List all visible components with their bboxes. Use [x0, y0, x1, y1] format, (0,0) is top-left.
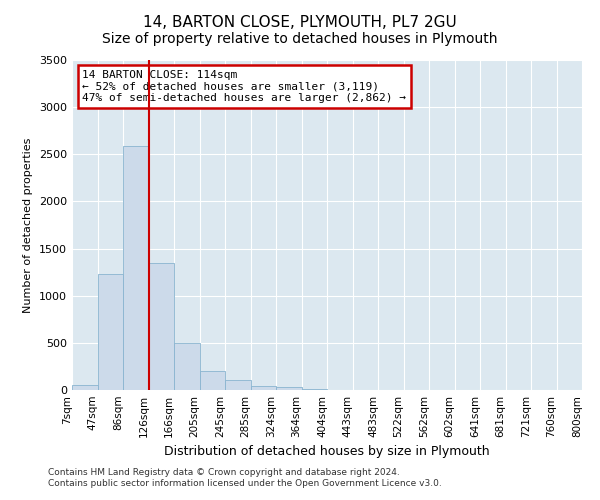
Bar	[199, 371, 225, 390]
Bar	[97, 274, 123, 390]
Y-axis label: Number of detached properties: Number of detached properties	[23, 138, 34, 312]
Text: Contains HM Land Registry data © Crown copyright and database right 2024.
Contai: Contains HM Land Registry data © Crown c…	[48, 468, 442, 487]
Bar	[149, 262, 174, 390]
Bar	[123, 146, 149, 390]
Text: 14, BARTON CLOSE, PLYMOUTH, PL7 2GU: 14, BARTON CLOSE, PLYMOUTH, PL7 2GU	[143, 15, 457, 30]
Bar	[72, 386, 97, 390]
Bar	[251, 386, 276, 390]
X-axis label: Distribution of detached houses by size in Plymouth: Distribution of detached houses by size …	[164, 446, 490, 458]
Text: Size of property relative to detached houses in Plymouth: Size of property relative to detached ho…	[102, 32, 498, 46]
Bar	[302, 389, 327, 390]
Bar	[225, 380, 251, 390]
Text: 14 BARTON CLOSE: 114sqm
← 52% of detached houses are smaller (3,119)
47% of semi: 14 BARTON CLOSE: 114sqm ← 52% of detache…	[82, 70, 406, 103]
Bar	[276, 387, 302, 390]
Bar	[174, 344, 199, 390]
